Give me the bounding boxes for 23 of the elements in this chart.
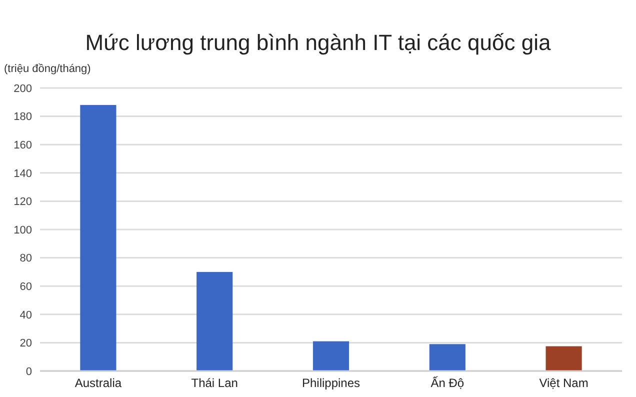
- chart-title: Mức lương trung bình ngành IT tại các quốc gia: [85, 30, 552, 55]
- x-tick-label: Australia: [74, 376, 122, 390]
- bar: [80, 104, 116, 371]
- y-tick-label: 180: [14, 111, 32, 124]
- x-tick-label: Việt Nam: [539, 376, 588, 390]
- y-tick-label: 60: [20, 280, 32, 293]
- x-tick-label: Philippines: [302, 376, 360, 390]
- y-tick-label: 80: [20, 252, 32, 265]
- y-tick-label: 140: [14, 168, 32, 180]
- bar: [196, 272, 233, 371]
- bar: [312, 341, 350, 371]
- y-tick-label: 120: [14, 196, 32, 208]
- x-tick-label: Thái Lan: [191, 376, 238, 390]
- bar: [429, 344, 466, 371]
- y-tick-label: 40: [20, 309, 32, 322]
- x-tick-label: Ấn Độ: [430, 376, 464, 390]
- y-tick-label: 20: [20, 338, 32, 350]
- y-tick-label: 0: [26, 366, 32, 378]
- y-tick-label: 160: [14, 139, 32, 152]
- y-axis-title: (triệu đồng/tháng): [4, 63, 91, 75]
- y-tick-label: 100: [14, 224, 32, 236]
- y-tick-label: 200: [14, 82, 32, 95]
- bar: [546, 346, 582, 371]
